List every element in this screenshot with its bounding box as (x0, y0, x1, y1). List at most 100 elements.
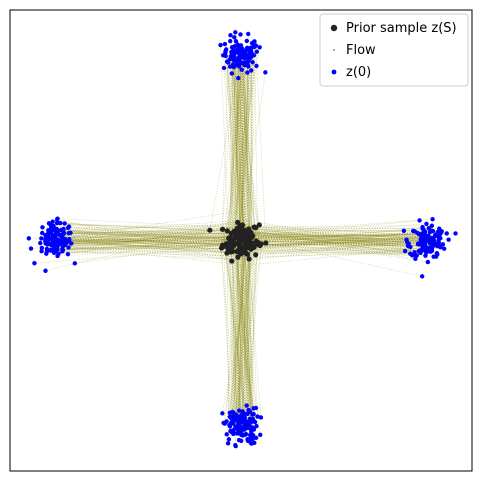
flow-trajectory (246, 47, 250, 230)
z0-point (242, 427, 247, 432)
z0-point (434, 251, 440, 256)
flow-trajectory (247, 234, 430, 242)
flow-trajectory (233, 250, 427, 252)
flow-trajectory (65, 239, 248, 245)
flow-trajectory (231, 248, 254, 417)
z0-point (421, 227, 426, 233)
flow-trajectory (244, 235, 436, 244)
flow-trajectory (240, 250, 252, 441)
flow-trajectory (244, 53, 249, 248)
z0-point (424, 234, 429, 240)
z0-point (244, 38, 250, 44)
flow-trajectory (236, 231, 244, 420)
flow-trajectory (255, 249, 417, 256)
flow-trajectory (239, 231, 251, 423)
flow-trajectory (243, 55, 251, 239)
flow-trajectory (42, 232, 236, 246)
flow-trajectory (223, 241, 231, 427)
flow-trajectory (244, 250, 253, 428)
prior-point (256, 222, 262, 228)
z0-point (237, 50, 242, 55)
flow-trajectory (243, 231, 246, 428)
z0-point (65, 225, 71, 231)
flow-trajectory (232, 237, 428, 242)
flow-trajectory (250, 57, 255, 228)
flow-trajectory (241, 231, 426, 242)
flow-trajectory (255, 45, 267, 243)
z0-point (427, 239, 432, 244)
flow-trajectory (241, 50, 251, 236)
flow-trajectory (235, 56, 242, 235)
flow-trajectory (66, 235, 239, 244)
flow-trajectory (68, 227, 243, 235)
flow-trajectory (233, 237, 247, 413)
flow-trajectory (244, 237, 263, 429)
flow-trajectory (238, 50, 249, 232)
flow-trajectory (54, 250, 242, 254)
flow-trajectory (62, 234, 237, 241)
flow-trajectory (244, 223, 427, 239)
prior-point (244, 251, 251, 257)
flow-trajectory (64, 210, 238, 240)
z0-point (228, 420, 234, 426)
flow-trajectory (62, 245, 239, 251)
z0-point (249, 50, 254, 56)
flow-trajectory (51, 227, 224, 258)
legend-box (319, 13, 469, 87)
flow-trajectory (232, 51, 245, 235)
flow-trajectory (244, 229, 424, 240)
flow-trajectory (54, 229, 231, 246)
flow-trajectory (244, 233, 423, 247)
z0-point (67, 237, 72, 242)
z0-point (38, 240, 43, 246)
flow-trajectory (228, 50, 238, 250)
flow-trajectory (53, 230, 238, 249)
flow-trajectory (248, 252, 421, 258)
flow-trajectory (232, 64, 241, 242)
flow-trajectory (238, 46, 244, 247)
z0-point (43, 237, 48, 242)
flow-trajectory (237, 241, 241, 417)
z0-point (62, 221, 67, 226)
flow-trajectory (233, 58, 240, 243)
prior-point (240, 243, 247, 250)
z0-point (420, 231, 425, 236)
flow-trajectory (48, 237, 243, 255)
flow-trajectory (57, 244, 242, 257)
flow-trajectory (237, 245, 430, 251)
flow-trajectory (233, 51, 258, 234)
flow-trajectory (256, 240, 433, 246)
flow-trajectory (57, 245, 232, 257)
flow-trajectory (239, 247, 423, 267)
z0-point (51, 233, 56, 238)
flow-trajectory (62, 243, 235, 250)
flow-trajectory (232, 47, 241, 233)
z0-point (227, 57, 232, 62)
flow-trajectory (233, 37, 237, 244)
flow-trajectory (232, 231, 432, 247)
flow-trajectory (233, 239, 256, 423)
flow-trajectory (235, 238, 420, 251)
z0-point (431, 254, 436, 259)
z0-point (231, 56, 236, 62)
flow-trajectory (238, 66, 244, 233)
z0-point (245, 70, 250, 75)
flow-trajectory (249, 49, 252, 248)
flow-trajectory (229, 41, 255, 248)
flow-trajectory (231, 59, 234, 248)
z0-point (47, 236, 52, 242)
flow-trajectory (221, 236, 254, 409)
flow-trajectory (250, 228, 423, 244)
flow-trajectory (238, 233, 447, 252)
flow-trajectory (231, 73, 262, 245)
flow-trajectory (46, 244, 238, 255)
flow-trajectory (45, 238, 250, 243)
flow-trajectory (241, 244, 244, 428)
flow-trajectory (222, 51, 246, 246)
flow-trajectory (237, 240, 254, 439)
flow-trajectory (233, 67, 240, 240)
flow-trajectory (222, 55, 247, 244)
z0-point (413, 256, 418, 262)
flow-trajectory (229, 229, 428, 263)
flow-trajectory (58, 237, 242, 255)
